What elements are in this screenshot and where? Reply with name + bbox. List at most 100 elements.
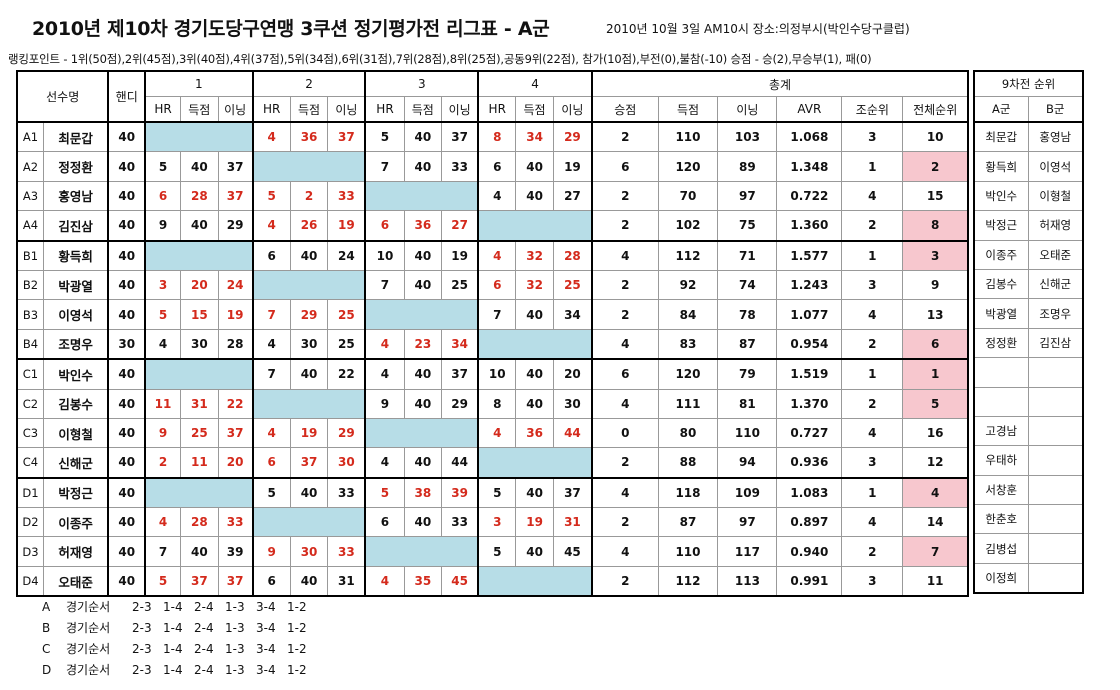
game-4-inning: 28 bbox=[552, 240, 593, 271]
total-score: 111 bbox=[657, 388, 719, 419]
side-group-a-player: 황득희 bbox=[973, 151, 1029, 182]
game-1-inning: 28 bbox=[217, 328, 254, 361]
order-match: 1-4 bbox=[163, 599, 183, 614]
side-group-a-player: 최문갑 bbox=[973, 121, 1029, 153]
order-match: 3-4 bbox=[256, 599, 276, 614]
overall-rank: 4 bbox=[902, 477, 970, 509]
total-score: 110 bbox=[657, 121, 719, 153]
order-match: 1-2 bbox=[287, 620, 307, 635]
total-score: 84 bbox=[657, 299, 719, 330]
total-score-header: 득점 bbox=[657, 96, 719, 123]
side-group-a-player: 우태하 bbox=[973, 445, 1029, 476]
handicap: 30 bbox=[107, 328, 146, 361]
game-4-inning: 29 bbox=[552, 121, 593, 153]
avr: 0.954 bbox=[776, 328, 843, 361]
game-4-header: 4 bbox=[477, 70, 593, 97]
avr: 0.897 bbox=[776, 507, 843, 538]
game-4-inning: 19 bbox=[552, 151, 593, 182]
game-1-hr-header: HR bbox=[144, 96, 182, 123]
game-1-inning: 24 bbox=[217, 269, 254, 301]
game-2-score: 36 bbox=[289, 121, 329, 153]
game-2-score: 19 bbox=[289, 417, 329, 449]
group-rank: 1 bbox=[841, 240, 904, 271]
player-name: 이영석 bbox=[42, 299, 110, 330]
game-2-hr: 6 bbox=[252, 565, 291, 598]
game-1-hr: 2 bbox=[144, 447, 182, 479]
order-match: 3-4 bbox=[256, 620, 276, 635]
handicap: 40 bbox=[107, 269, 146, 301]
group-rank: 2 bbox=[841, 328, 904, 361]
game-2-inning-header: 이닝 bbox=[327, 96, 367, 123]
game-4-inning: 37 bbox=[552, 477, 593, 509]
player-code: A1 bbox=[15, 121, 44, 153]
side-group-a-player: 서창훈 bbox=[973, 474, 1029, 506]
game-2-score: 30 bbox=[289, 536, 329, 567]
game-4-inning: 34 bbox=[552, 299, 593, 330]
side-row: 박정근 허재영 bbox=[973, 210, 1085, 241]
game-2-score: 26 bbox=[289, 210, 329, 242]
order-label: 경기순서 bbox=[66, 600, 111, 614]
game-1-hr: 7 bbox=[144, 536, 182, 567]
game-2-header: 2 bbox=[252, 70, 367, 97]
group-rank: 4 bbox=[841, 507, 904, 538]
order-label: 경기순서 bbox=[66, 663, 111, 677]
game-3-hr: 4 bbox=[364, 358, 405, 390]
total-score: 88 bbox=[657, 447, 719, 479]
order-group: D bbox=[42, 662, 52, 677]
handicap: 40 bbox=[107, 417, 146, 449]
side-row: 고경남 bbox=[973, 415, 1085, 447]
game-4-inning: 45 bbox=[552, 536, 593, 567]
avr: 1.360 bbox=[776, 210, 843, 242]
game-2-inning: 31 bbox=[327, 565, 367, 598]
game-3-score: 40 bbox=[403, 507, 443, 538]
game-3-score: 40 bbox=[403, 151, 443, 182]
game-1-score: 31 bbox=[180, 388, 219, 419]
side-title: 9차전 순위 bbox=[972, 70, 1085, 97]
handicap: 40 bbox=[107, 121, 146, 153]
side-group-b-player: 홍영남 bbox=[1027, 121, 1085, 153]
game-3-inning: 44 bbox=[441, 447, 480, 479]
group-rank: 1 bbox=[841, 151, 904, 182]
side-group-a-player bbox=[973, 357, 1029, 388]
total-inning: 94 bbox=[717, 447, 778, 479]
order-match: 1-3 bbox=[225, 620, 245, 635]
game-2-hr: 4 bbox=[252, 210, 291, 242]
game-1-score: 15 bbox=[180, 299, 219, 330]
order-match: 1-3 bbox=[225, 641, 245, 656]
game-2-score: 30 bbox=[289, 328, 329, 361]
side-group-a-player: 김병섭 bbox=[973, 533, 1029, 564]
player-name: 황득희 bbox=[42, 240, 110, 271]
order-match: 2-3 bbox=[132, 599, 152, 614]
game-1-hr: 9 bbox=[144, 210, 182, 242]
game-4-inning: 31 bbox=[552, 507, 593, 538]
group-rank: 3 bbox=[841, 447, 904, 479]
total-inning: 87 bbox=[717, 328, 778, 361]
game-4-score: 40 bbox=[515, 299, 554, 330]
side-group-b-player: 김진삼 bbox=[1027, 327, 1085, 359]
game-3-score: 40 bbox=[403, 447, 443, 479]
side-group-a-player: 정정환 bbox=[973, 327, 1029, 359]
player-row: A2 정정환 40 5 40 37 7 40 33 6 40 19 6 120 89 1.348 1 2 bbox=[15, 151, 970, 182]
side-group-a-player: 고경남 bbox=[973, 415, 1029, 447]
game-3-score: 36 bbox=[403, 210, 443, 242]
match-order-row: D 경기순서 2-3 1-4 2-4 1-3 3-4 1-2 bbox=[42, 659, 318, 680]
game-3-header: 3 bbox=[364, 70, 480, 97]
player-code: D3 bbox=[15, 536, 44, 567]
game-2-inning: 33 bbox=[327, 180, 367, 212]
avr: 0.991 bbox=[776, 565, 843, 598]
ranking-points-info: 랭킹포인트 - 1위(50점),2위(45점),3위(40점),4위(37점),… bbox=[8, 52, 872, 66]
game-4-score: 40 bbox=[515, 536, 554, 567]
match-order-row: C 경기순서 2-3 1-4 2-4 1-3 3-4 1-2 bbox=[42, 638, 318, 659]
game-4-hr: 5 bbox=[477, 536, 517, 567]
game-2-hr: 7 bbox=[252, 358, 291, 390]
game-1-score: 25 bbox=[180, 417, 219, 449]
game-4-score: 40 bbox=[515, 180, 554, 212]
game-2-inning: 19 bbox=[327, 210, 367, 242]
game-2-hr: 7 bbox=[252, 299, 291, 330]
side-group-b-player bbox=[1027, 504, 1085, 535]
player-name: 최문갑 bbox=[42, 121, 110, 153]
bye-cell bbox=[252, 388, 367, 419]
game-4-hr: 4 bbox=[477, 180, 517, 212]
game-3-hr: 5 bbox=[364, 477, 405, 509]
game-1-header: 1 bbox=[144, 70, 254, 97]
